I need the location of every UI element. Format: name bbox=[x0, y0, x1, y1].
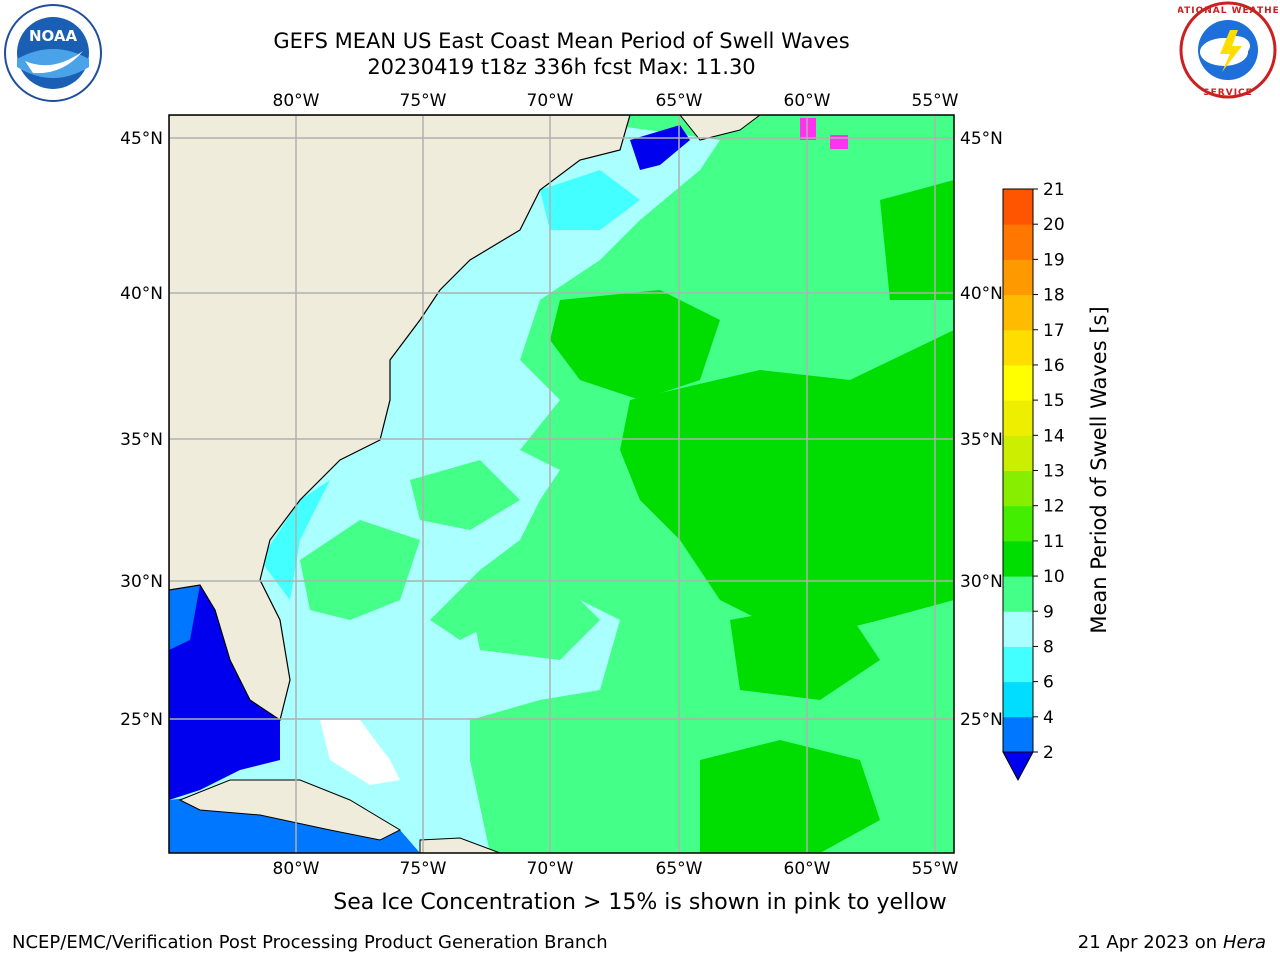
sea-ice-patch bbox=[800, 118, 816, 140]
us-landmass bbox=[169, 115, 631, 721]
sea-ice-note: Sea Ice Concentration > 15% is shown in … bbox=[0, 890, 1280, 915]
colorbar-tick-label: 9 bbox=[1043, 602, 1054, 622]
colorbar-tick-label: 14 bbox=[1043, 426, 1065, 446]
svg-text:NATIONAL WEATHER: NATIONAL WEATHER bbox=[1178, 6, 1278, 16]
colorbar-tick-label: 6 bbox=[1043, 673, 1054, 693]
lon-label: 60°W bbox=[784, 91, 831, 111]
colorbar-segment bbox=[1003, 611, 1033, 647]
colorbar-segment bbox=[1003, 716, 1033, 753]
lat-label: 30°N bbox=[120, 572, 163, 592]
swell-patch bbox=[470, 580, 600, 660]
credit-right: 21 Apr 2023 on Hera bbox=[1078, 932, 1266, 953]
lat-label: 35°N bbox=[960, 430, 1003, 450]
noaa-logo-icon: NOAA bbox=[4, 4, 102, 102]
lat-label: 40°N bbox=[960, 284, 1003, 304]
lon-label: 60°W bbox=[784, 859, 831, 879]
colorbar-segment bbox=[1003, 294, 1033, 331]
swell-patch bbox=[830, 135, 848, 149]
colorbar-tick-label: 16 bbox=[1043, 356, 1065, 376]
lat-label: 25°N bbox=[120, 710, 163, 730]
colorbar-tick-label: 15 bbox=[1043, 391, 1065, 411]
lon-label: 65°W bbox=[656, 91, 703, 111]
colorbar-tick-label: 8 bbox=[1043, 637, 1054, 657]
swell-patch bbox=[620, 330, 954, 640]
map-title-line2: 20230419 t18z 336h fcst Max: 11.30 bbox=[367, 55, 756, 79]
colorbar-label: Mean Period of Swell Waves [s] bbox=[1087, 306, 1111, 633]
swell-patch bbox=[540, 170, 640, 230]
colorbar-segment bbox=[1003, 470, 1033, 507]
lat-label: 35°N bbox=[120, 430, 163, 450]
colorbar-tick-label: 13 bbox=[1043, 462, 1065, 482]
swell-patch bbox=[410, 460, 520, 530]
map-title-line1: GEFS MEAN US East Coast Mean Period of S… bbox=[273, 29, 850, 53]
colorbar-tick-label: 17 bbox=[1043, 321, 1065, 341]
hispaniola-landmass bbox=[419, 837, 501, 853]
lat-label: 40°N bbox=[120, 284, 163, 304]
lon-label: 70°W bbox=[527, 859, 574, 879]
nova-scotia-landmass bbox=[679, 115, 761, 141]
colorbar-tick-label: 19 bbox=[1043, 250, 1065, 270]
sea-ice-note-text: Sea Ice Concentration > 15% is shown in … bbox=[333, 890, 947, 915]
colorbar-tick-label: 4 bbox=[1043, 708, 1054, 728]
colorbar-segment bbox=[1003, 505, 1033, 542]
swell-patch bbox=[880, 180, 954, 300]
credit-host: Hera bbox=[1222, 932, 1266, 953]
svg-text:SERVICE: SERVICE bbox=[1203, 88, 1253, 98]
lon-label: 80°W bbox=[273, 859, 320, 879]
lon-label: 75°W bbox=[400, 91, 447, 111]
lon-labels-bottom: 80°W 75°W 70°W 65°W 60°W 55°W bbox=[273, 859, 959, 879]
colorbar-segment bbox=[1003, 224, 1033, 260]
lon-label: 65°W bbox=[656, 859, 703, 879]
colorbar-segment bbox=[1003, 646, 1033, 683]
noaa-logo-text: NOAA bbox=[29, 27, 78, 45]
colorbar-tick-label: 10 bbox=[1043, 567, 1065, 587]
swell-patch bbox=[260, 480, 330, 600]
lon-label: 75°W bbox=[400, 859, 447, 879]
colorbar-segment bbox=[1003, 435, 1033, 471]
colorbar-under-arrow bbox=[1002, 751, 1034, 782]
lat-label: 45°N bbox=[960, 129, 1003, 149]
lat-label: 45°N bbox=[120, 129, 163, 149]
lat-label: 30°N bbox=[960, 572, 1003, 592]
colorbar-segment bbox=[1003, 576, 1033, 612]
swell-patch bbox=[730, 600, 880, 700]
colorbar-ticks: 2 4 6 8 9 10 11 12 13 14 15 16 17 18 19 20 21 bbox=[1033, 180, 1065, 763]
colorbar-tick-label: 21 bbox=[1043, 180, 1065, 200]
colorbar-tick-label: 18 bbox=[1043, 286, 1065, 306]
lon-label: 55°W bbox=[912, 859, 959, 879]
bahamas-banks bbox=[320, 720, 400, 785]
lat-labels-left: 45°N 40°N 35°N 30°N 25°N bbox=[120, 129, 163, 730]
map-gridlines bbox=[169, 115, 954, 853]
colorbar-tick-label: 11 bbox=[1043, 532, 1065, 552]
lon-labels-top: 80°W 75°W 70°W 65°W 60°W 55°W bbox=[273, 91, 959, 111]
colorbar-segment bbox=[1003, 364, 1033, 401]
colorbar-segment bbox=[1003, 681, 1033, 718]
lat-label: 25°N bbox=[960, 710, 1003, 730]
swell-patch bbox=[700, 740, 880, 853]
nws-logo-icon: NATIONAL WEATHER SERVICE bbox=[1178, 1, 1278, 99]
credit-date: 21 Apr 2023 on bbox=[1077, 932, 1223, 953]
colorbar-tick-label: 20 bbox=[1043, 215, 1065, 235]
swell-patch bbox=[169, 580, 200, 650]
lon-label: 80°W bbox=[273, 91, 320, 111]
lon-label: 55°W bbox=[912, 91, 959, 111]
colorbar-tick-label: 12 bbox=[1043, 497, 1065, 517]
map-frame bbox=[168, 114, 955, 854]
colorbar-segment bbox=[1003, 400, 1033, 436]
colorbar-segment bbox=[1003, 329, 1033, 366]
cuba-landmass bbox=[178, 779, 402, 841]
credit-left: NCEP/EMC/Verification Post Processing Pr… bbox=[12, 932, 608, 953]
gulf-region bbox=[169, 585, 280, 800]
colorbar-tick-label: 2 bbox=[1043, 743, 1054, 763]
swell-patch bbox=[630, 125, 690, 170]
colorbar bbox=[1002, 188, 1034, 782]
colorbar-segment bbox=[1003, 259, 1033, 296]
swell-region-10-11s bbox=[550, 290, 720, 400]
lon-label: 70°W bbox=[527, 91, 574, 111]
colorbar-segment bbox=[1003, 540, 1033, 577]
lat-labels-right: 45°N 40°N 35°N 30°N 25°N bbox=[960, 129, 1003, 730]
swell-patch bbox=[300, 520, 420, 620]
colorbar-segment bbox=[1003, 189, 1033, 225]
